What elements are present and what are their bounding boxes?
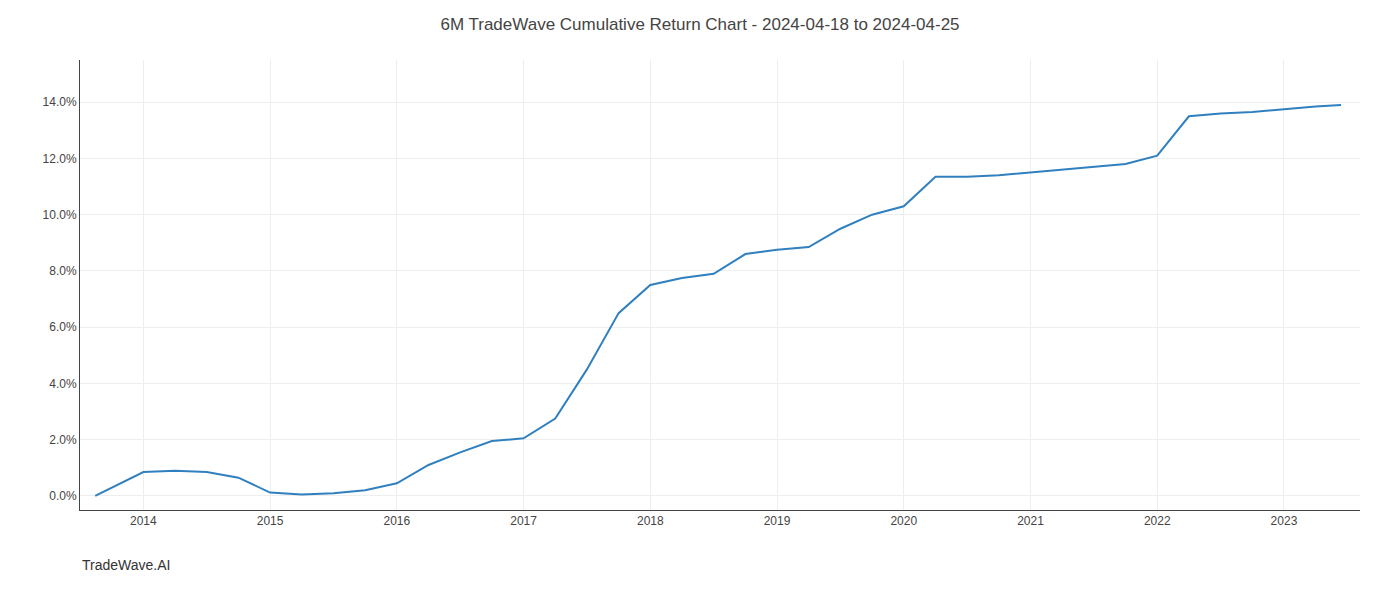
svg-text:TradeWave.AI: TradeWave.AI [82,557,170,573]
svg-text:2017: 2017 [510,514,537,528]
svg-text:14.0%: 14.0% [43,95,77,109]
svg-text:2019: 2019 [764,514,791,528]
svg-text:2023: 2023 [1271,514,1298,528]
svg-text:2015: 2015 [257,514,284,528]
svg-text:2022: 2022 [1144,514,1171,528]
svg-text:12.0%: 12.0% [43,152,77,166]
svg-text:2.0%: 2.0% [49,433,77,447]
svg-text:6.0%: 6.0% [49,320,77,334]
svg-text:2021: 2021 [1017,514,1044,528]
svg-text:8.0%: 8.0% [49,264,77,278]
svg-text:6M TradeWave Cumulative Return: 6M TradeWave Cumulative Return Chart - 2… [440,15,959,34]
svg-text:2016: 2016 [383,514,410,528]
svg-text:0.0%: 0.0% [49,489,77,503]
svg-text:4.0%: 4.0% [49,377,77,391]
svg-text:10.0%: 10.0% [43,208,77,222]
svg-text:2014: 2014 [130,514,157,528]
svg-text:2020: 2020 [890,514,917,528]
svg-text:2018: 2018 [637,514,664,528]
